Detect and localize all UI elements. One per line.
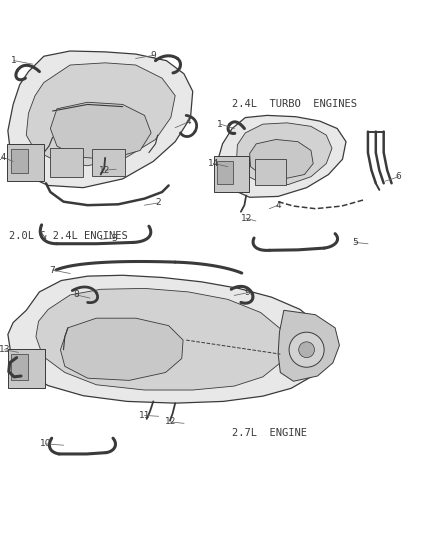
Text: 2.7L  ENGINE: 2.7L ENGINE	[232, 428, 307, 438]
Polygon shape	[218, 115, 346, 197]
Polygon shape	[278, 310, 339, 381]
FancyBboxPatch shape	[255, 159, 286, 185]
Text: 11: 11	[139, 411, 150, 420]
Text: 1: 1	[217, 119, 223, 128]
Text: 13: 13	[0, 345, 10, 354]
Text: 8: 8	[74, 290, 80, 300]
Text: 4: 4	[186, 117, 191, 126]
Polygon shape	[8, 51, 193, 188]
Polygon shape	[237, 123, 332, 184]
FancyBboxPatch shape	[11, 354, 28, 379]
Text: 2.4L  TURBO  ENGINES: 2.4L TURBO ENGINES	[232, 100, 357, 109]
FancyBboxPatch shape	[50, 148, 83, 177]
Text: 4: 4	[276, 201, 281, 209]
FancyBboxPatch shape	[8, 349, 45, 388]
Text: 3: 3	[111, 233, 117, 243]
Text: 5: 5	[352, 238, 358, 247]
Text: 10: 10	[40, 439, 52, 448]
Text: 12: 12	[240, 214, 252, 223]
Polygon shape	[250, 140, 313, 179]
Polygon shape	[50, 102, 151, 159]
FancyBboxPatch shape	[92, 149, 125, 176]
Text: 9: 9	[244, 288, 251, 297]
FancyBboxPatch shape	[11, 149, 28, 173]
Polygon shape	[60, 318, 183, 381]
Polygon shape	[8, 275, 328, 403]
Polygon shape	[26, 63, 175, 166]
Text: 7: 7	[49, 265, 56, 274]
FancyBboxPatch shape	[214, 156, 249, 192]
Circle shape	[299, 342, 314, 358]
Text: 14: 14	[208, 159, 219, 168]
Text: 2: 2	[155, 198, 160, 207]
Text: 12: 12	[165, 417, 177, 426]
Text: 9: 9	[150, 51, 156, 60]
Text: 6: 6	[396, 172, 402, 181]
Text: 14: 14	[0, 152, 7, 161]
Text: 2.0L & 2.4L ENGINES: 2.0L & 2.4L ENGINES	[9, 231, 127, 241]
Text: 1: 1	[11, 56, 17, 65]
FancyBboxPatch shape	[217, 161, 233, 184]
Circle shape	[289, 332, 324, 367]
Text: 12: 12	[99, 166, 111, 175]
Polygon shape	[36, 288, 287, 390]
FancyBboxPatch shape	[7, 144, 44, 181]
